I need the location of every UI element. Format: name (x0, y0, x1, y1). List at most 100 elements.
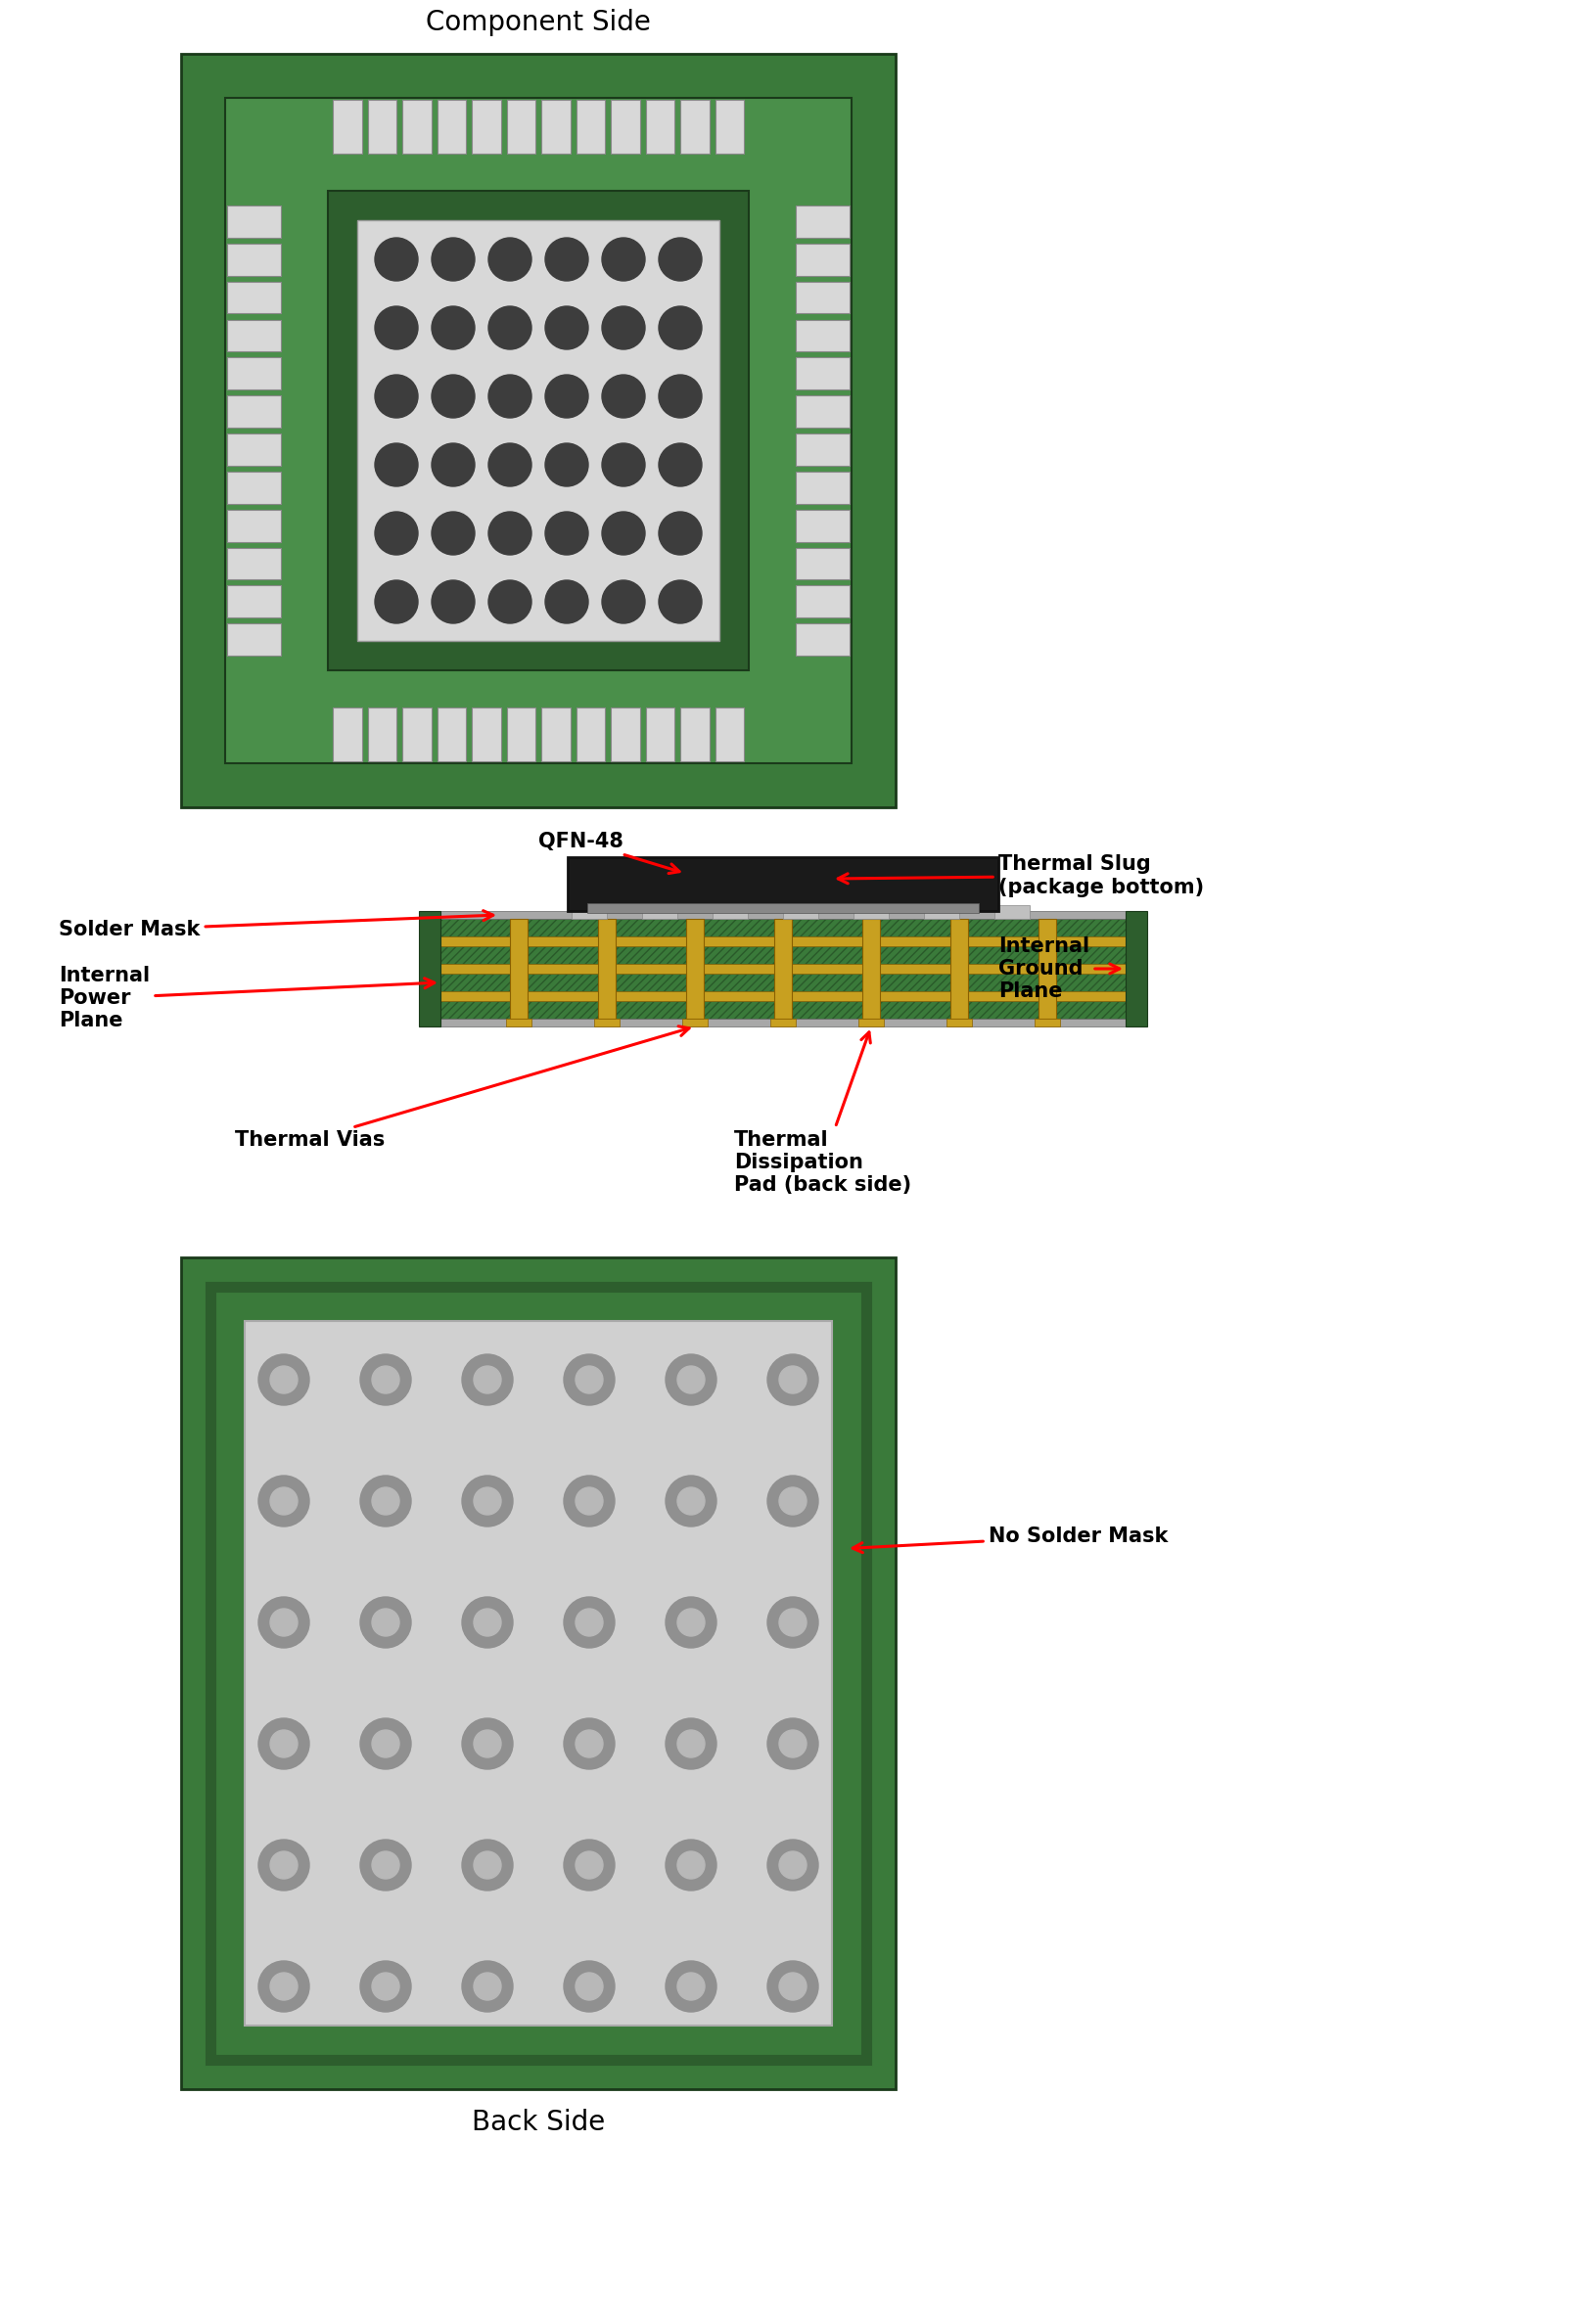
Bar (795, 435, 849, 465)
Bar (946, 1018, 971, 1027)
Circle shape (270, 1608, 298, 1636)
Circle shape (602, 374, 645, 418)
Circle shape (270, 1729, 298, 1757)
Circle shape (461, 1961, 513, 2013)
Bar (228, 586, 281, 618)
Circle shape (544, 511, 588, 555)
Circle shape (544, 237, 588, 281)
Bar (507, 706, 535, 762)
Circle shape (602, 511, 645, 555)
Bar (995, 904, 1029, 918)
Circle shape (576, 1729, 602, 1757)
Circle shape (372, 1852, 400, 1878)
Circle shape (767, 1476, 819, 1527)
Bar (683, 1018, 708, 1027)
Circle shape (659, 374, 701, 418)
Bar (951, 918, 968, 1018)
Circle shape (270, 1852, 298, 1878)
Bar (441, 946, 1125, 964)
Circle shape (576, 1973, 602, 2001)
Circle shape (665, 1841, 717, 1889)
Circle shape (563, 1961, 615, 2013)
Circle shape (461, 1717, 513, 1769)
Bar (438, 706, 466, 762)
Bar (795, 586, 849, 618)
Circle shape (767, 1355, 819, 1406)
Bar (595, 1018, 620, 1027)
Bar (402, 100, 431, 153)
Bar (795, 358, 849, 390)
Circle shape (431, 237, 475, 281)
Circle shape (259, 1961, 309, 2013)
Bar (681, 100, 709, 153)
Bar (472, 100, 501, 153)
Bar (228, 509, 281, 541)
Circle shape (488, 307, 532, 349)
Bar (441, 964, 1125, 974)
Bar (358, 221, 720, 641)
Bar (228, 623, 281, 655)
Circle shape (375, 444, 417, 486)
Bar (419, 911, 441, 1027)
Bar (510, 918, 527, 1018)
Circle shape (678, 1487, 704, 1515)
Circle shape (361, 1597, 411, 1648)
Circle shape (375, 307, 417, 349)
Bar (854, 904, 888, 918)
Circle shape (431, 511, 475, 555)
Circle shape (678, 1852, 704, 1878)
Text: QFN-48: QFN-48 (538, 832, 679, 874)
Bar (610, 706, 640, 762)
Circle shape (780, 1367, 806, 1394)
Circle shape (361, 1717, 411, 1769)
Bar (228, 205, 281, 237)
Bar (228, 244, 281, 277)
Bar (228, 281, 281, 314)
Circle shape (375, 374, 417, 418)
Circle shape (767, 1841, 819, 1889)
Circle shape (576, 1608, 602, 1636)
Bar (715, 706, 744, 762)
Circle shape (659, 307, 701, 349)
Circle shape (474, 1608, 501, 1636)
Circle shape (431, 581, 475, 623)
Circle shape (474, 1852, 501, 1878)
Bar (645, 100, 675, 153)
Circle shape (659, 237, 701, 281)
Circle shape (780, 1608, 806, 1636)
Text: Internal
Ground
Plane: Internal Ground Plane (998, 937, 1120, 1002)
Bar (367, 100, 397, 153)
Circle shape (659, 444, 701, 486)
Bar (441, 974, 1125, 992)
Circle shape (602, 581, 645, 623)
Circle shape (375, 581, 417, 623)
Bar (568, 858, 998, 911)
Circle shape (375, 237, 417, 281)
Circle shape (259, 1355, 309, 1406)
Bar (441, 946, 1125, 964)
Circle shape (767, 1961, 819, 2013)
Circle shape (461, 1841, 513, 1889)
Circle shape (259, 1476, 309, 1527)
Bar (715, 100, 744, 153)
Text: No Solder Mask: No Solder Mask (852, 1527, 1167, 1552)
Circle shape (563, 1476, 615, 1527)
Circle shape (780, 1487, 806, 1515)
Circle shape (665, 1961, 717, 2013)
Bar (333, 100, 362, 153)
Bar (441, 974, 1125, 992)
Bar (783, 904, 819, 918)
Bar (180, 53, 896, 806)
Bar (228, 435, 281, 465)
Bar (402, 706, 431, 762)
Bar (224, 98, 852, 762)
Bar (210, 1287, 866, 2059)
Bar (441, 1018, 1125, 1027)
Circle shape (488, 237, 532, 281)
Bar (858, 1018, 883, 1027)
Bar (541, 100, 570, 153)
Bar (333, 706, 362, 762)
Circle shape (461, 1355, 513, 1406)
Bar (576, 100, 606, 153)
Circle shape (259, 1717, 309, 1769)
